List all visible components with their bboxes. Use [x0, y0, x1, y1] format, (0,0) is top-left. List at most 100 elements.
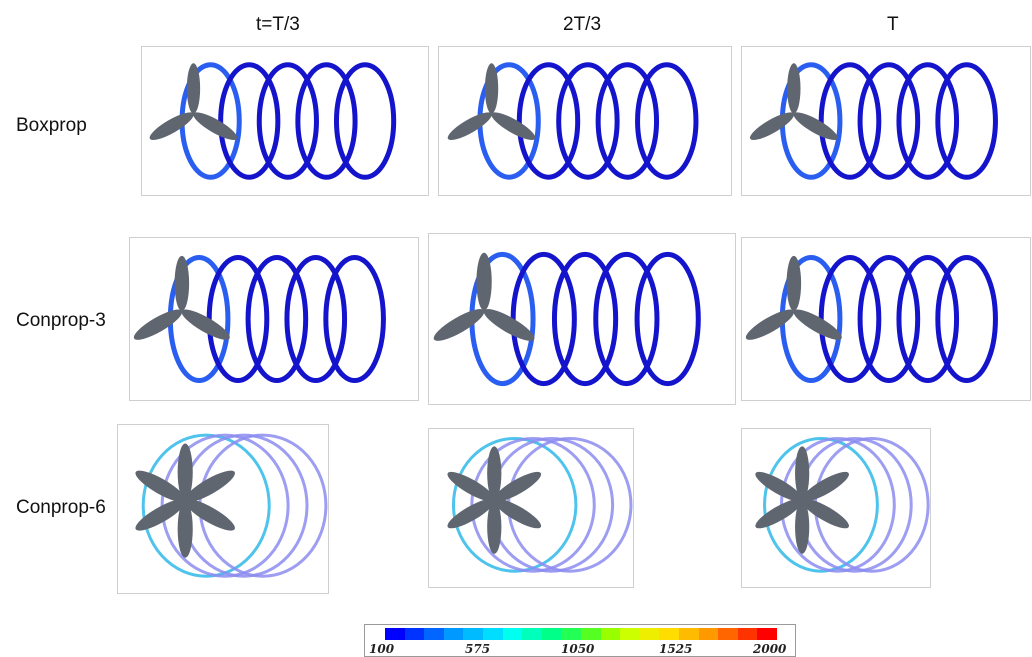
blade-shape — [786, 255, 802, 311]
blade-shape — [793, 112, 838, 141]
propeller-blade — [483, 309, 535, 341]
colorbar-swatch — [659, 628, 679, 640]
vortex-ring — [935, 62, 998, 180]
propeller-blade — [801, 471, 849, 502]
vortex-ring — [141, 433, 271, 578]
propeller-blade — [447, 112, 492, 141]
blade-shape — [135, 499, 186, 531]
colorbar-tick-100: 100 — [369, 642, 395, 656]
blade-shape — [447, 498, 495, 529]
blade-shape — [750, 112, 795, 141]
blade-shape — [745, 309, 795, 340]
panel-conprop3-t — [741, 237, 1031, 401]
colorbar-swatch — [541, 628, 562, 640]
column-title-t: T — [887, 14, 899, 35]
vortex-ring — [593, 251, 660, 387]
propeller-blade — [174, 255, 190, 311]
helix-figure — [433, 251, 701, 387]
column-title-t-third: t=T/3 — [256, 14, 300, 35]
vortex-ring — [218, 62, 281, 180]
propeller-blade — [186, 63, 201, 114]
colorbar-swatch — [639, 628, 660, 640]
colorbar-gradient — [385, 628, 777, 640]
colorbar-swatch — [580, 628, 601, 640]
helix-figure — [745, 254, 998, 384]
colorbar-tick-575: 575 — [465, 642, 491, 656]
blade-shape — [177, 500, 193, 558]
colorbar-swatch — [424, 628, 444, 640]
propeller-blade — [787, 63, 801, 114]
propeller-blade — [484, 63, 499, 114]
row-title-conprop-3: Conprop-3 — [16, 310, 106, 331]
blade-shape — [795, 500, 810, 554]
blade-shape — [447, 471, 495, 502]
propeller-blade — [750, 112, 795, 141]
propeller-blade — [801, 498, 849, 529]
vortex-ring — [295, 62, 358, 180]
propeller-blade — [487, 500, 502, 554]
vortex-ring — [284, 254, 348, 384]
colorbar-swatch — [600, 628, 621, 640]
vortex-ring — [470, 436, 596, 573]
blade-shape — [487, 500, 502, 554]
vortex-ring — [333, 62, 397, 180]
propeller-blade — [476, 252, 492, 311]
blade-shape — [433, 309, 485, 341]
colorbar-swatch — [443, 628, 464, 640]
propeller-blade — [193, 112, 238, 141]
propeller-blade — [177, 443, 193, 501]
colorbar-legend: 100 575 1050 1525 2000 — [364, 624, 796, 657]
propeller-blade — [755, 498, 803, 529]
panel-boxprop-two-t-third — [438, 46, 732, 196]
blade-shape — [801, 471, 849, 502]
blade-shape — [755, 471, 803, 502]
blade-shape — [476, 252, 492, 311]
propeller-blade — [745, 309, 795, 340]
colorbar-swatch — [463, 628, 483, 640]
blade-shape — [184, 499, 235, 531]
vortex-ring — [763, 436, 879, 573]
vortex-ring — [595, 62, 660, 180]
vortex-ring — [896, 62, 960, 180]
vortex-ring — [451, 436, 578, 573]
colorbar-tick-2000: 2000 — [753, 642, 787, 656]
vortex-ring — [634, 251, 701, 387]
helix-figure — [135, 433, 328, 578]
colorbar-swatch — [502, 628, 523, 640]
helix-figure — [447, 62, 699, 180]
propeller-blade — [494, 471, 542, 502]
vortex-ring — [245, 254, 309, 384]
blade-shape — [484, 63, 499, 114]
blade-shape — [177, 443, 193, 501]
helix-figure — [133, 254, 386, 384]
colorbar-swatch — [385, 628, 405, 640]
column-title-two-t-third: 2T/3 — [563, 14, 602, 35]
blade-shape — [181, 309, 230, 340]
propeller-blade — [184, 499, 235, 531]
blade-shape — [133, 309, 183, 340]
propeller-blade — [487, 446, 502, 501]
propeller-blade — [184, 470, 235, 503]
panel-conprop6-t-third — [117, 424, 329, 594]
helix-figure — [149, 62, 397, 180]
panel-conprop6-two-t-third — [428, 428, 634, 588]
propeller-blade — [181, 309, 230, 340]
blade-shape — [483, 309, 535, 341]
colorbar-swatch — [698, 628, 719, 640]
helix-figure — [447, 436, 633, 573]
vortex-ring — [516, 62, 581, 180]
propeller-blade — [135, 499, 186, 531]
blade-shape — [149, 112, 194, 141]
panel-boxprop-t — [741, 46, 1031, 196]
colorbar-tick-1525: 1525 — [659, 642, 693, 656]
propeller-blade — [149, 112, 194, 141]
colorbar-tick-1050: 1050 — [561, 642, 595, 656]
vortex-ring — [551, 251, 619, 387]
propeller-blade — [755, 471, 803, 502]
helix-figure — [750, 62, 998, 180]
vortex-ring — [256, 62, 319, 180]
blade-shape — [186, 63, 201, 114]
blade-shape — [193, 112, 238, 141]
propeller-blade — [447, 498, 495, 529]
vortex-ring — [818, 62, 882, 180]
